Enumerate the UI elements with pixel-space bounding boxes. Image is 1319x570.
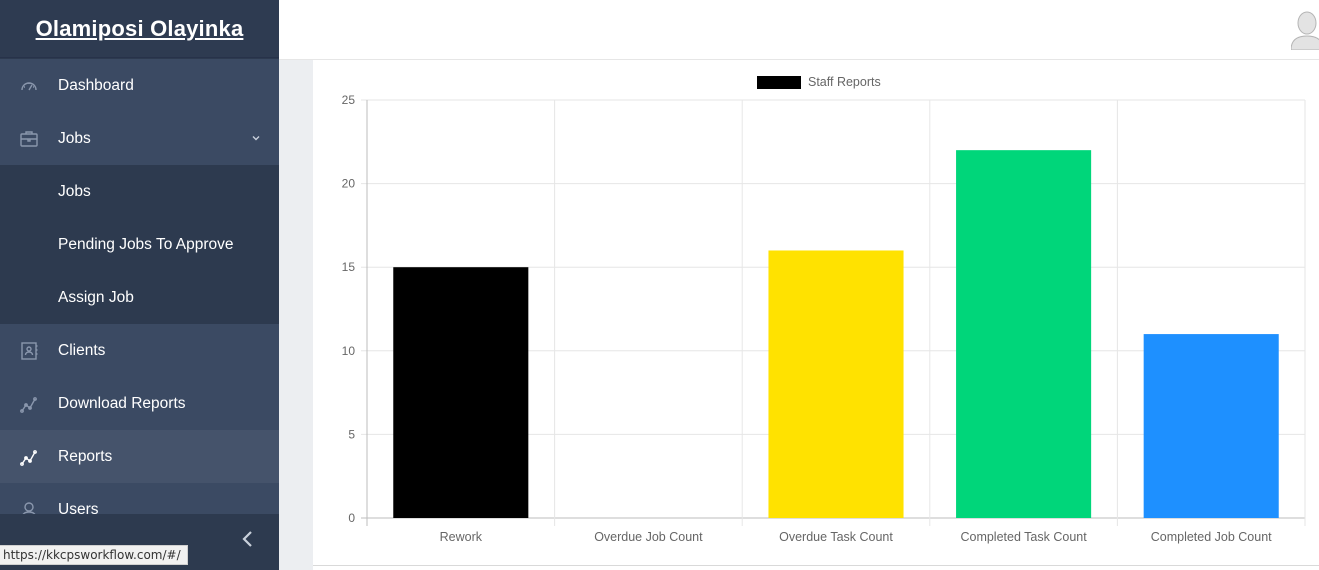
y-tick-label: 15 [342,260,356,274]
sidebar-item-label: Jobs [58,129,91,147]
staff-reports-chart: 0 5 10 15 20 25 Rework Overdue Job Count Overdue… [342,75,1306,544]
content-bottom-border [313,565,1319,566]
sidebar-subitem-jobs[interactable]: Jobs [0,165,279,218]
bar [1143,334,1279,518]
sidebar-subitem-pending-jobs[interactable]: Pending Jobs To Approve [0,218,279,271]
speedometer-icon [0,76,58,96]
chart-line-icon [0,394,58,414]
sidebar-item-label: Assign Job [58,288,134,306]
contact-book-icon [0,341,58,361]
bar [768,250,904,519]
y-tick-label: 25 [342,93,356,107]
sidebar: Olamiposi Olayinka Dashboard Jobs Jobs P… [0,0,279,570]
sidebar-item-label: Dashboard [58,76,134,94]
header [279,0,1319,60]
y-tick-label: 10 [342,344,356,358]
sidebar-item-clients[interactable]: Clients [0,324,279,377]
sidebar-item-dashboard[interactable]: Dashboard [0,59,279,112]
status-bar-url: https://kkcpsworkflow.com/#/ [0,545,188,565]
sidebar-item-jobs[interactable]: Jobs [0,112,279,165]
x-tick-label: Completed Job Count [1151,530,1272,544]
y-tick-label: 5 [348,427,355,441]
chart-line-icon [0,447,58,467]
avatar[interactable] [1290,10,1319,51]
chevron-left-icon[interactable] [237,528,259,550]
brand-name[interactable]: Olamiposi Olayinka [35,15,244,41]
x-tick-label: Overdue Task Count [779,530,893,544]
legend-label: Staff Reports [808,75,881,89]
x-tick-label: Completed Task Count [960,530,1087,544]
sidebar-item-label: Users [58,500,99,515]
y-tick-label: 20 [342,177,356,191]
sidebar-subitem-assign-job[interactable]: Assign Job [0,271,279,324]
sidebar-nav: Dashboard Jobs Jobs Pending Jobs To Appr… [0,59,279,514]
sidebar-item-label: Download Reports [58,394,186,412]
sidebar-item-download-reports[interactable]: Download Reports [0,377,279,430]
sidebar-item-label: Reports [58,447,113,465]
sidebar-item-label: Jobs [58,182,91,200]
x-tick-label: Overdue Job Count [594,530,703,544]
brand: Olamiposi Olayinka [0,0,279,58]
bar [393,267,529,518]
user-icon [0,500,58,514]
y-tick-label: 0 [348,511,355,525]
x-tick-label: Rework [440,530,483,544]
bar [956,150,1092,518]
sidebar-item-reports[interactable]: Reports [0,430,279,483]
chevron-down-icon[interactable] [251,130,261,148]
briefcase-icon [0,129,58,149]
sidebar-item-label: Clients [58,341,106,359]
sidebar-item-label: Pending Jobs To Approve [58,235,234,253]
sidebar-item-users[interactable]: Users [0,483,279,514]
legend-swatch [757,76,801,89]
content-gutter [279,60,313,570]
